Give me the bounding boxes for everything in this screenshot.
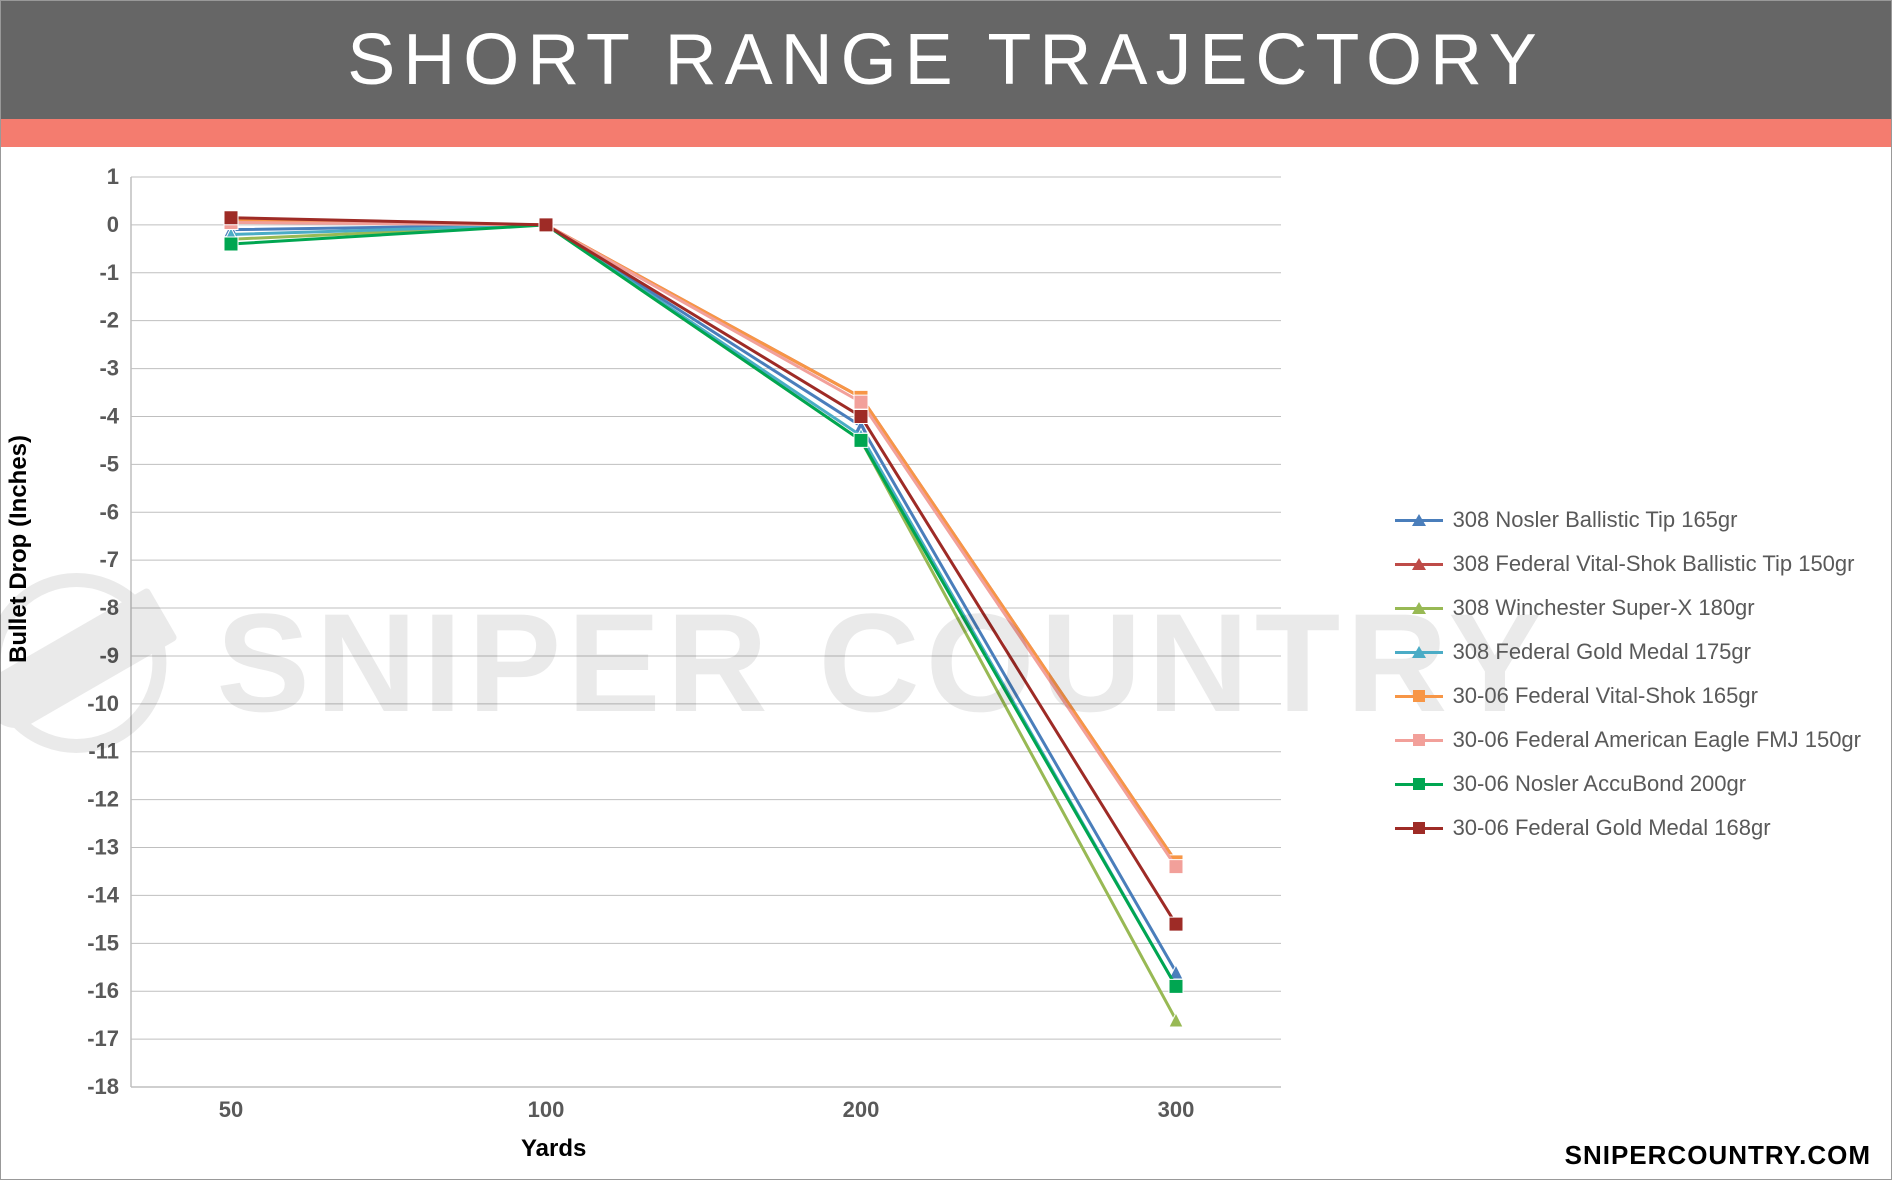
svg-text:1: 1 [107, 164, 119, 189]
y-axis-label: Bullet Drop (Inches) [5, 435, 33, 663]
x-axis-label: Yards [521, 1135, 586, 1163]
svg-text:-13: -13 [87, 835, 119, 860]
legend-label: 30-06 Federal American Eagle FMJ 150gr [1453, 727, 1861, 753]
svg-text:50: 50 [219, 1097, 243, 1122]
line-chart: -18-17-16-15-14-13-12-11-10-9-8-7-6-5-4-… [1, 147, 1321, 1157]
legend-item: 30-06 Federal Gold Medal 168gr [1395, 815, 1861, 841]
legend-item: 30-06 Federal Vital-Shok 165gr [1395, 683, 1861, 709]
svg-text:-6: -6 [99, 499, 119, 524]
legend-marker-icon [1395, 651, 1443, 654]
chart-area: SNIPER COUNTRY -18-17-16-15-14-13-12-11-… [1, 147, 1891, 1179]
svg-text:-3: -3 [99, 356, 119, 381]
page-title: SHORT RANGE TRAJECTORY [1, 1, 1891, 119]
svg-text:-12: -12 [87, 787, 119, 812]
legend-marker-icon [1395, 519, 1443, 522]
svg-text:-16: -16 [87, 978, 119, 1003]
svg-text:-8: -8 [99, 595, 119, 620]
svg-text:-10: -10 [87, 691, 119, 716]
legend-label: 308 Winchester Super-X 180gr [1453, 595, 1755, 621]
legend-marker-icon [1395, 827, 1443, 830]
accent-bar [1, 119, 1891, 147]
svg-text:-14: -14 [87, 882, 120, 907]
legend-marker-icon [1395, 695, 1443, 698]
legend-item: 308 Winchester Super-X 180gr [1395, 595, 1861, 621]
legend-item: 30-06 Nosler AccuBond 200gr [1395, 771, 1861, 797]
svg-text:-4: -4 [99, 403, 119, 428]
legend-label: 30-06 Federal Vital-Shok 165gr [1453, 683, 1758, 709]
legend-marker-icon [1395, 783, 1443, 786]
svg-text:-17: -17 [87, 1026, 119, 1051]
svg-text:-18: -18 [87, 1074, 119, 1099]
svg-text:-7: -7 [99, 547, 119, 572]
chart-container: SHORT RANGE TRAJECTORY SNIPER COUNTRY -1… [0, 0, 1892, 1180]
svg-text:100: 100 [528, 1097, 565, 1122]
legend-item: 308 Federal Gold Medal 175gr [1395, 639, 1861, 665]
svg-text:-1: -1 [99, 260, 119, 285]
svg-text:-5: -5 [99, 451, 119, 476]
footer-brand: SNIPERCOUNTRY.COM [1565, 1140, 1871, 1171]
legend-item: 308 Federal Vital-Shok Ballistic Tip 150… [1395, 551, 1861, 577]
svg-text:-15: -15 [87, 930, 119, 955]
legend-label: 30-06 Federal Gold Medal 168gr [1453, 815, 1771, 841]
legend-label: 308 Nosler Ballistic Tip 165gr [1453, 507, 1738, 533]
legend-label: 308 Federal Gold Medal 175gr [1453, 639, 1751, 665]
svg-text:200: 200 [843, 1097, 880, 1122]
svg-text:300: 300 [1158, 1097, 1195, 1122]
svg-text:0: 0 [107, 212, 119, 237]
legend: 308 Nosler Ballistic Tip 165gr 308 Federa… [1395, 507, 1861, 859]
svg-text:-9: -9 [99, 643, 119, 668]
legend-marker-icon [1395, 739, 1443, 742]
legend-item: 308 Nosler Ballistic Tip 165gr [1395, 507, 1861, 533]
legend-item: 30-06 Federal American Eagle FMJ 150gr [1395, 727, 1861, 753]
legend-label: 308 Federal Vital-Shok Ballistic Tip 150… [1453, 551, 1855, 577]
svg-text:-11: -11 [88, 739, 119, 764]
legend-label: 30-06 Nosler AccuBond 200gr [1453, 771, 1747, 797]
legend-marker-icon [1395, 607, 1443, 610]
legend-marker-icon [1395, 563, 1443, 566]
svg-text:-2: -2 [99, 308, 119, 333]
